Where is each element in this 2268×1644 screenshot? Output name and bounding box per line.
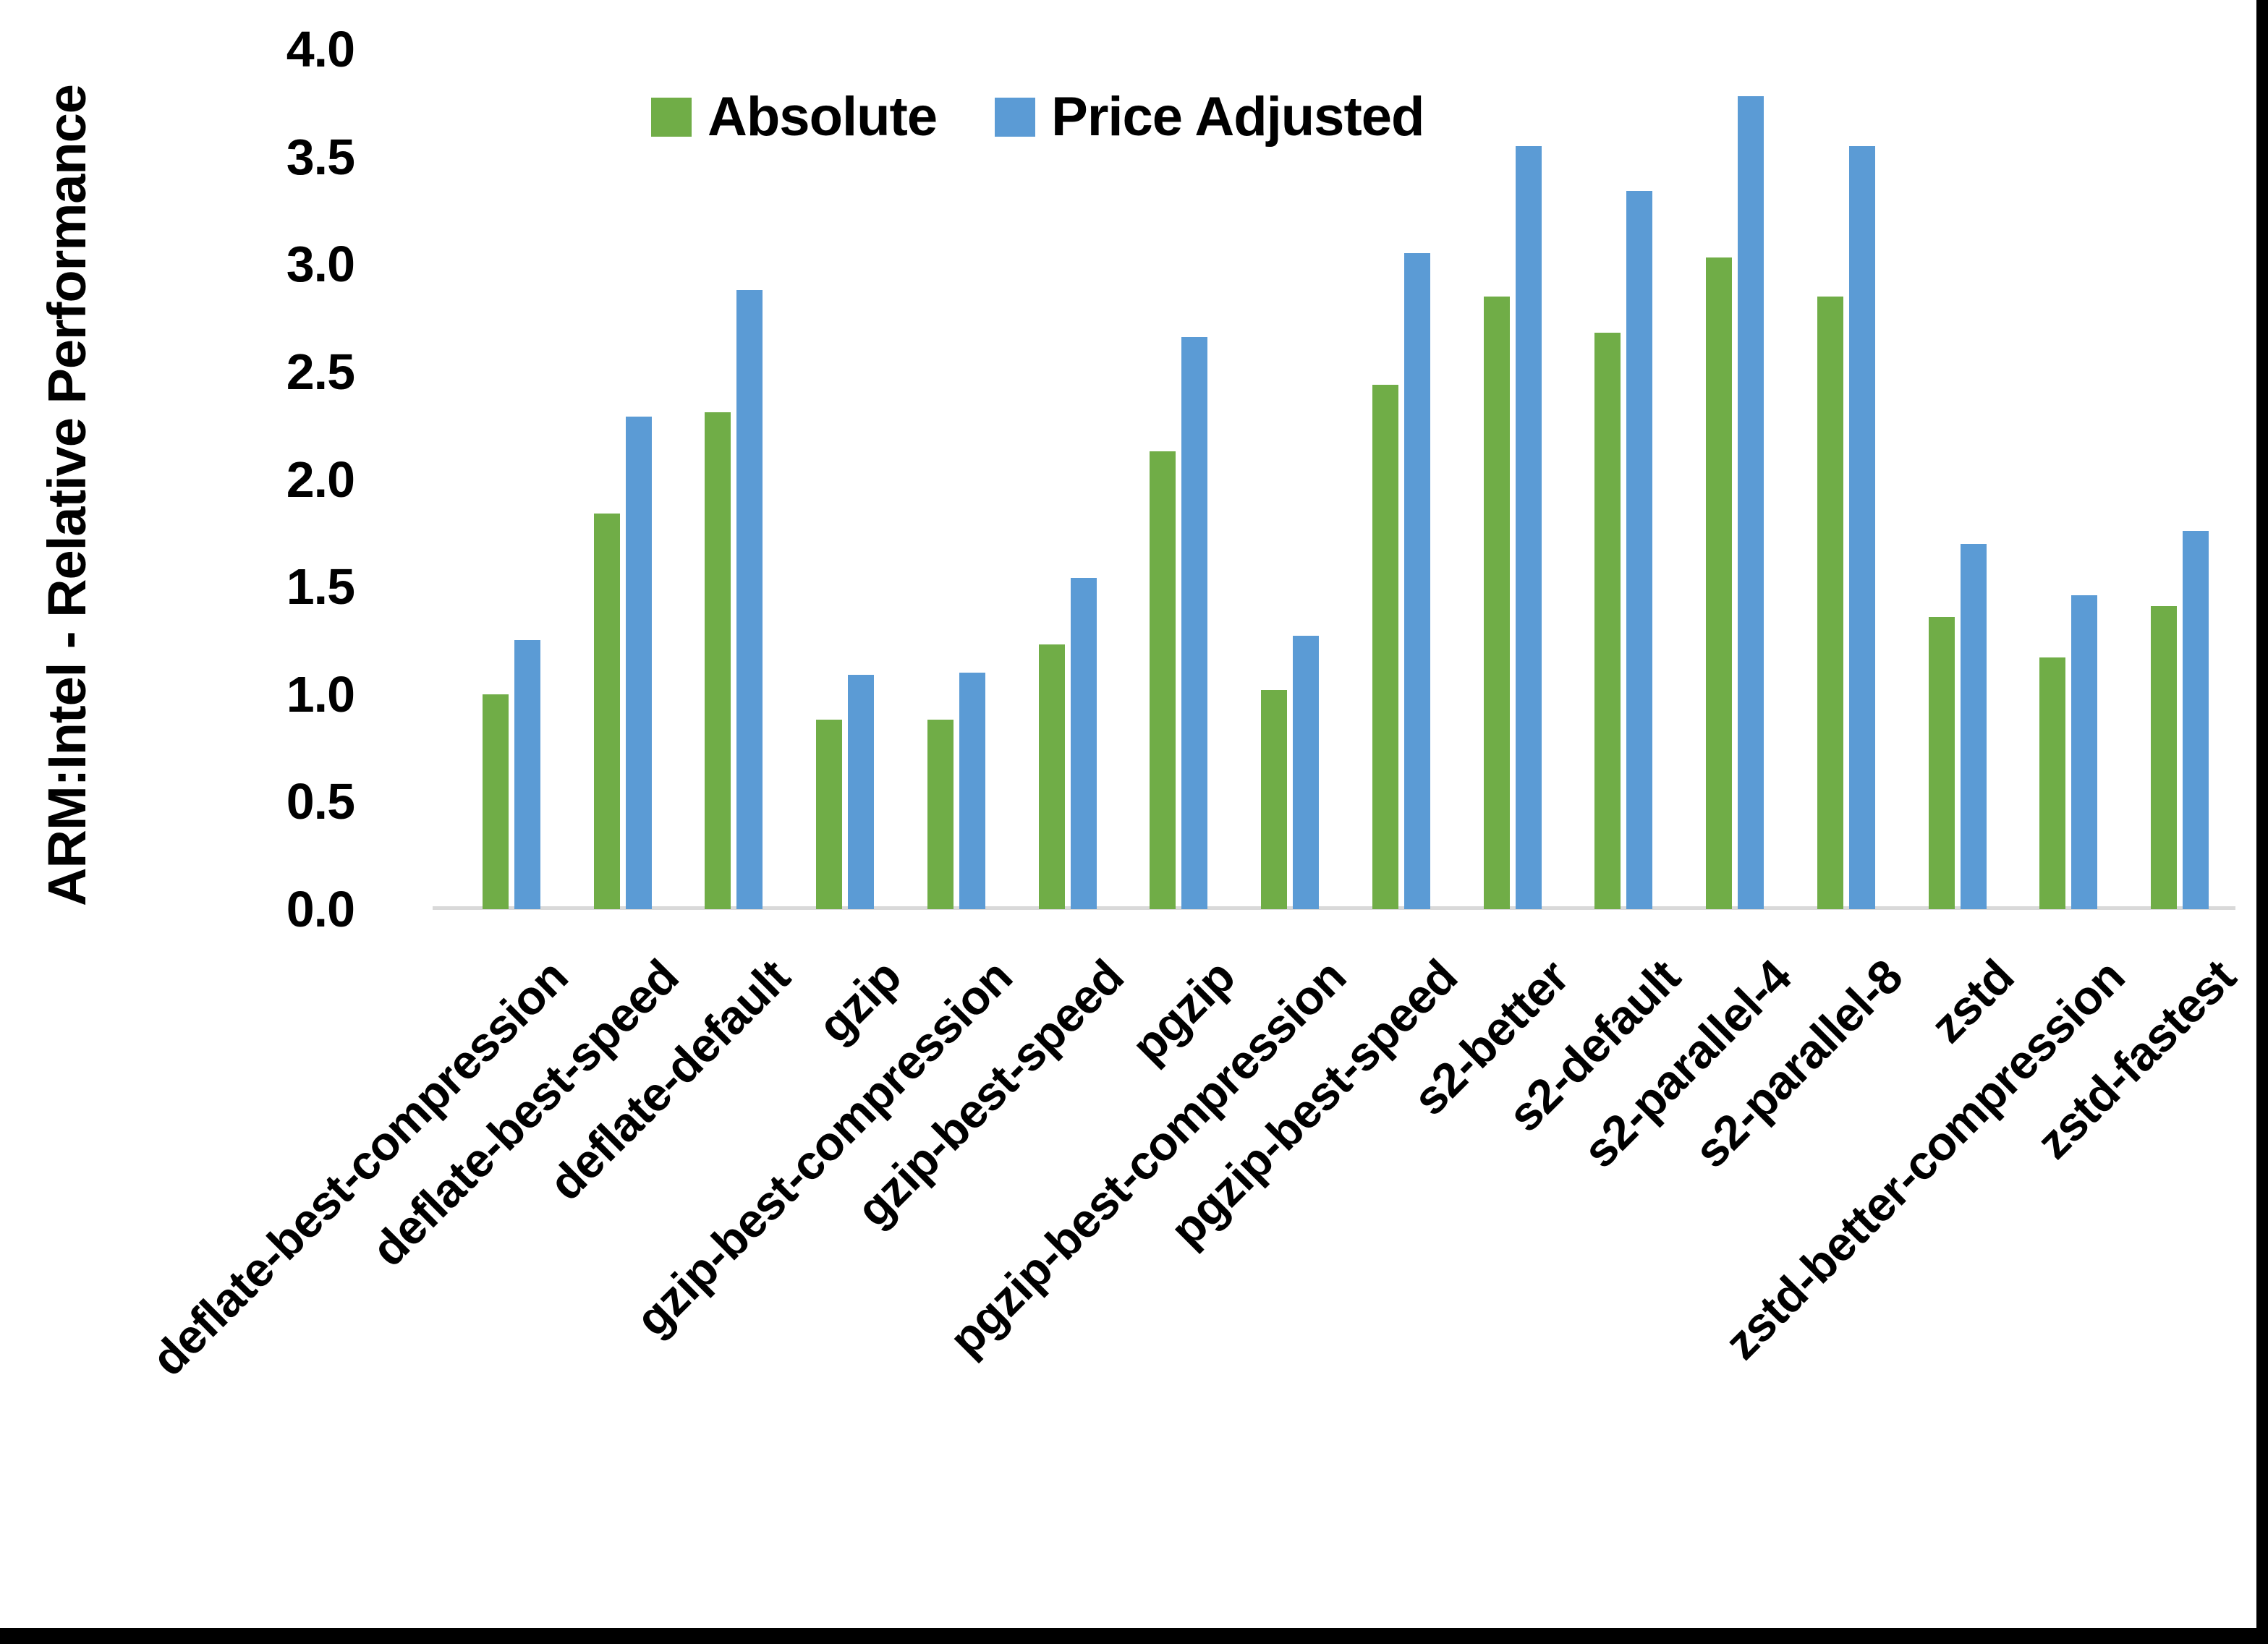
y-tick-label-4.0: 4.0	[286, 21, 355, 77]
y-tick-label-3.0: 3.0	[286, 236, 355, 293]
bar-price-adjusted-s2-parallel-4	[1738, 96, 1764, 909]
legend-label-absolute: Absolute	[708, 86, 938, 148]
bar-absolute-zstd-fastest	[2151, 605, 2178, 909]
bar-absolute-gzip-best-speed	[1038, 644, 1065, 909]
bar-absolute-s2-parallel-8	[1817, 296, 1843, 909]
screenshot-border-bottom	[0, 1628, 2268, 1644]
legend-swatch-price-adjusted	[995, 97, 1036, 137]
x-category-label-deflate-best-compression: deflate-best-compression	[140, 949, 577, 1387]
bar-price-adjusted-zstd	[1960, 543, 1987, 909]
screenshot-border-right	[2256, 0, 2268, 1644]
bar-price-adjusted-pgzip	[1181, 337, 1208, 909]
bar-absolute-zstd	[1928, 616, 1955, 909]
legend-item-price-adjusted: Price Adjusted	[995, 85, 1424, 148]
bar-price-adjusted-gzip-best-compression	[959, 673, 985, 909]
bar-absolute-s2-parallel-4	[1706, 257, 1733, 909]
bar-absolute-pgzip-best-speed	[1372, 384, 1398, 909]
bar-price-adjusted-s2-default	[1626, 191, 1653, 909]
legend-item-absolute: Absolute	[651, 85, 938, 148]
y-tick-label-2.5: 2.5	[286, 343, 355, 400]
bar-absolute-pgzip-best-compression	[1261, 689, 1288, 909]
bar-absolute-gzip-best-compression	[927, 720, 954, 909]
x-axis-line	[433, 906, 2235, 910]
bar-absolute-pgzip	[1150, 451, 1176, 909]
legend: Absolute Price Adjusted	[651, 85, 1482, 148]
y-tick-label-1.5: 1.5	[286, 558, 355, 616]
y-tick-label-1.0: 1.0	[286, 665, 355, 723]
y-tick-label-3.5: 3.5	[286, 128, 355, 185]
bar-absolute-zstd-better-compression	[2039, 657, 2066, 909]
bar-price-adjusted-zstd-better-compression	[2071, 595, 2098, 909]
bar-price-adjusted-zstd-fastest	[2183, 530, 2209, 909]
bar-absolute-deflate-best-speed	[593, 514, 620, 909]
bar-absolute-deflate-default	[705, 412, 731, 909]
bar-price-adjusted-pgzip-best-speed	[1403, 253, 1430, 909]
bar-absolute-s2-better	[1483, 296, 1510, 909]
bar-price-adjusted-gzip-best-speed	[1070, 578, 1097, 909]
bar-price-adjusted-deflate-default	[736, 289, 763, 909]
y-tick-label-0.5: 0.5	[286, 773, 355, 830]
bar-price-adjusted-gzip	[848, 674, 875, 909]
bar-absolute-s2-default	[1594, 333, 1621, 909]
bar-price-adjusted-pgzip-best-compression	[1293, 636, 1320, 909]
bar-price-adjusted-deflate-best-speed	[625, 417, 652, 909]
bar-absolute-deflate-best-compression	[482, 694, 509, 909]
bar-price-adjusted-s2-parallel-8	[1848, 145, 1875, 909]
y-tick-label-2.0: 2.0	[286, 451, 355, 508]
y-tick-label-0.0: 0.0	[286, 881, 355, 937]
bar-price-adjusted-deflate-best-compression	[514, 640, 540, 909]
legend-swatch-absolute	[651, 97, 692, 137]
bar-price-adjusted-s2-better	[1515, 145, 1542, 909]
bar-absolute-gzip	[816, 720, 843, 909]
legend-label-price-adjusted: Price Adjusted	[1051, 86, 1424, 148]
